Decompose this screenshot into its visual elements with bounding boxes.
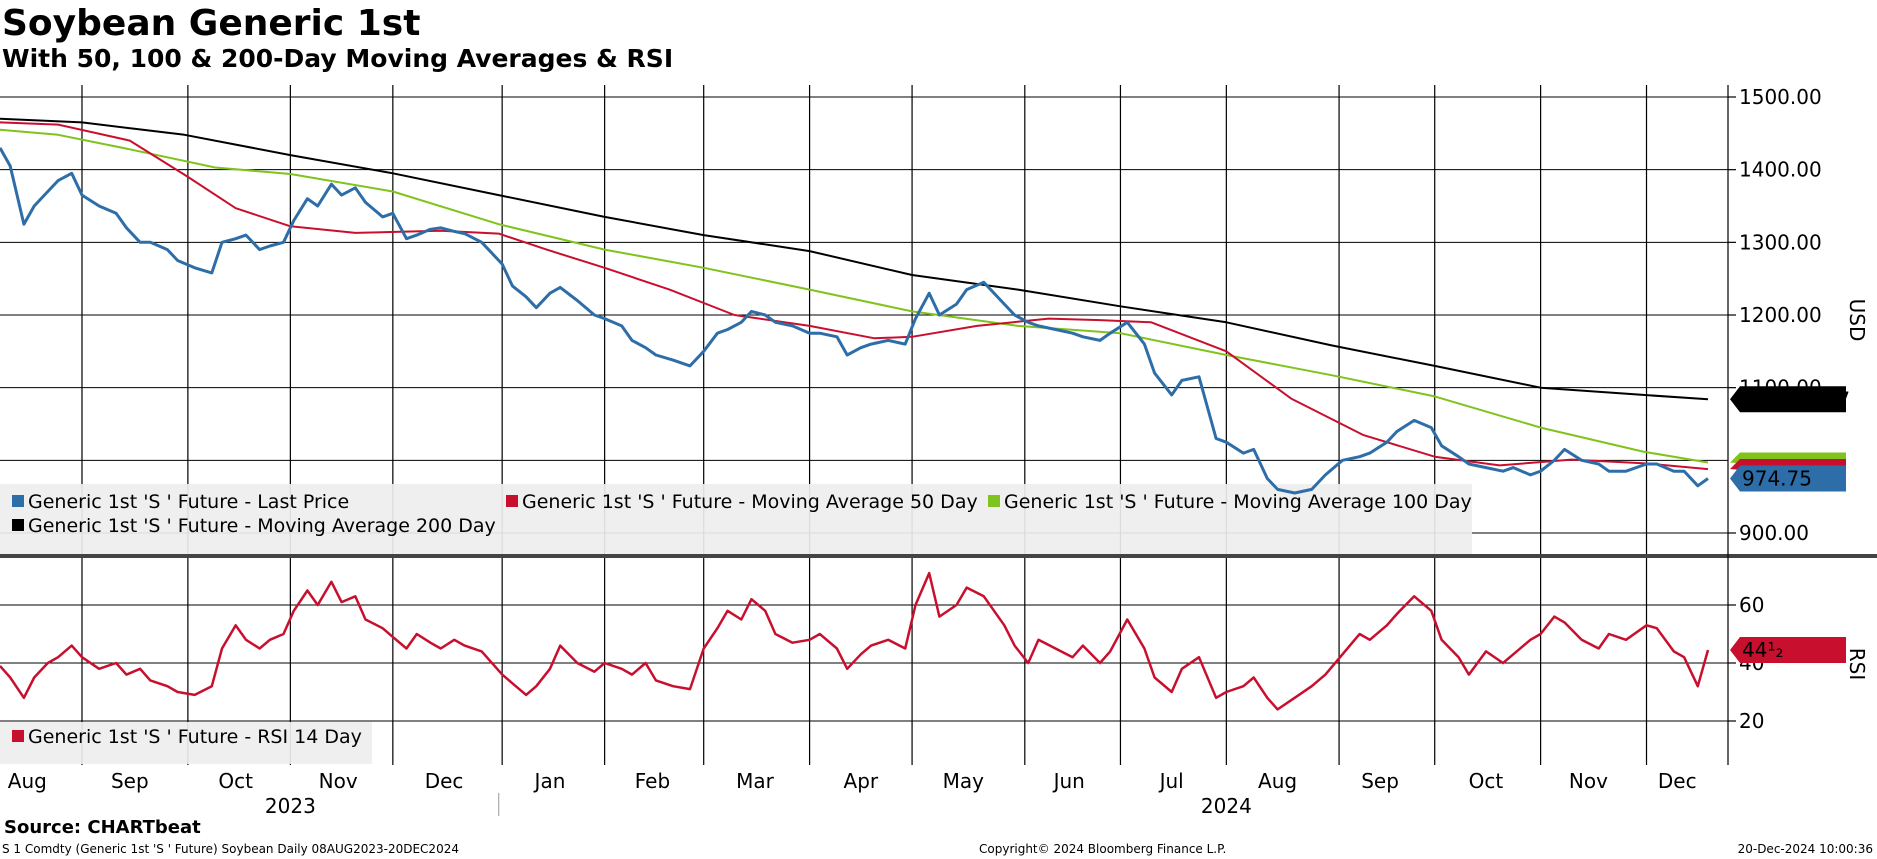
rsi-legend: Generic 1st 'S ' Future - RSI 14 Day — [0, 722, 372, 764]
price-legend: Generic 1st 'S ' Future - Last Price Gene… — [0, 484, 1472, 554]
chart-subtitle: With 50, 100 & 200-Day Moving Averages &… — [2, 44, 674, 73]
month-label-4: Dec — [425, 769, 464, 793]
chart-title: Soybean Generic 1st — [2, 3, 421, 44]
footer-timestamp: 20-Dec-2024 10:00:36 — [1737, 842, 1873, 856]
ma200-value-tag: 1083.7937 — [1730, 386, 1850, 413]
series-line-last_price — [0, 147, 1709, 495]
legend-swatch-ma50 — [506, 495, 518, 507]
month-label-3: Nov — [319, 769, 358, 793]
last-price-value-tag-shape — [1730, 465, 1846, 492]
month-label-1: Sep — [111, 769, 149, 793]
price-tick-label: 1400.00 — [1739, 158, 1822, 182]
legend-swatch-last_price — [12, 495, 24, 507]
month-label-12: Aug — [1258, 769, 1297, 793]
rsi-axis-title: RSI — [1845, 648, 1869, 681]
year-label-2023: 2023 — [265, 794, 316, 818]
legend-swatch-ma200 — [12, 519, 24, 531]
series-line-ma50 — [0, 121, 1709, 471]
rsi-tick-label: 60 — [1739, 593, 1764, 617]
year-label-2024: 2024 — [1201, 794, 1252, 818]
footer-ticker-info: S 1 Comdty (Generic 1st 'S ' Future) Soy… — [2, 842, 459, 856]
last-price-value-tag-text: 974.75 — [1742, 467, 1812, 491]
price-tick-label: 1300.00 — [1739, 230, 1822, 254]
price-tick-label: 1500.00 — [1739, 85, 1822, 109]
legend-swatch-ma100 — [988, 495, 1000, 507]
legend-label-last_price: Generic 1st 'S ' Future - Last Price — [28, 491, 349, 513]
rsi-value-tag-shape — [1730, 636, 1846, 663]
footer-copyright: Copyright© 2024 Bloomberg Finance L.P. — [979, 842, 1227, 856]
month-label-10: Jun — [1052, 769, 1085, 793]
source-note: Source: CHARTbeat — [4, 817, 201, 838]
price-tick-label: 1200.00 — [1739, 303, 1822, 327]
rsi-value-tag-text: 44¹₂ — [1742, 638, 1783, 662]
legend-label-rsi: Generic 1st 'S ' Future - RSI 14 Day — [28, 726, 362, 748]
month-label-0: Aug — [8, 769, 47, 793]
month-label-8: Apr — [844, 769, 879, 793]
ma200-value-tag-text: 1083.7937 — [1742, 387, 1850, 411]
month-label-13: Sep — [1361, 769, 1399, 793]
month-label-16: Dec — [1658, 769, 1697, 793]
month-label-15: Nov — [1569, 769, 1608, 793]
month-label-7: Mar — [736, 769, 775, 793]
month-label-5: Jan — [533, 769, 566, 793]
month-label-14: Oct — [1469, 769, 1504, 793]
month-label-9: May — [943, 769, 985, 793]
price-legend-background — [0, 484, 1472, 554]
price-tick-label: 900.00 — [1739, 521, 1809, 545]
series-line-rsi — [0, 571, 1710, 711]
rsi-tick-label: 20 — [1739, 709, 1764, 733]
rsi-legend-background — [0, 722, 372, 764]
legend-label-ma50: Generic 1st 'S ' Future - Moving Average… — [522, 491, 978, 513]
rsi-value-tag: 44¹₂ — [1730, 636, 1846, 663]
month-label-6: Feb — [635, 769, 670, 793]
ma200-value-tag-shape — [1730, 386, 1846, 413]
series-line-ma200 — [0, 117, 1709, 401]
series-line-ma100 — [0, 128, 1709, 464]
price-axis-title: USD — [1845, 299, 1869, 342]
last-price-value-tag: 974.75 — [1730, 465, 1846, 492]
legend-label-ma200: Generic 1st 'S ' Future - Moving Average… — [28, 515, 496, 537]
month-label-11: Jul — [1158, 769, 1184, 793]
legend-label-ma100: Generic 1st 'S ' Future - Moving Average… — [1004, 491, 1472, 513]
month-label-2: Oct — [218, 769, 253, 793]
legend-swatch-rsi — [12, 730, 24, 742]
